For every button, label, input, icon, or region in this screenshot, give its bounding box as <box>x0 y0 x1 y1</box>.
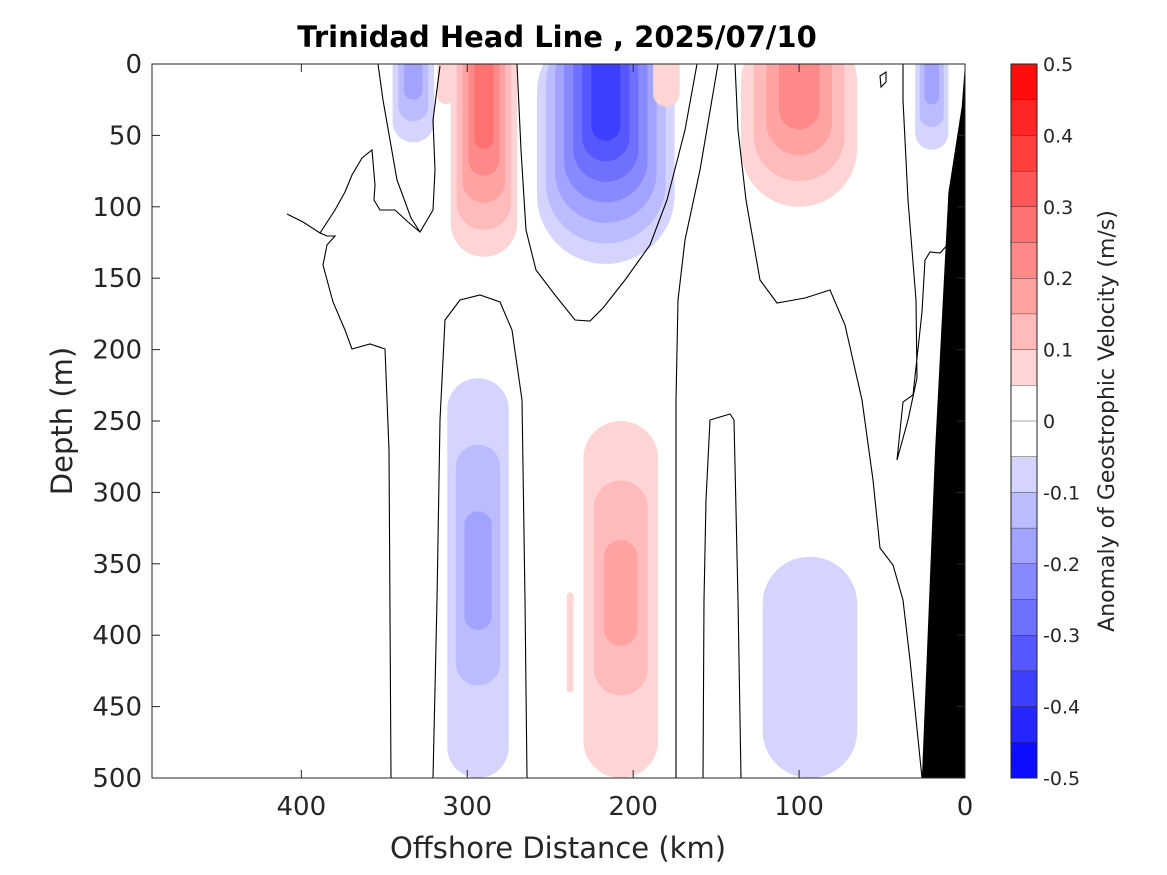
positive-velocity-band <box>566 592 574 693</box>
negative-velocity-band <box>464 511 492 630</box>
colorbar-cell <box>1010 206 1038 244</box>
colorbar-cell <box>1010 385 1038 422</box>
x-tick-label: 400 <box>277 792 327 822</box>
colorbar-cell <box>1010 99 1038 136</box>
velocity-fills <box>392 64 949 778</box>
colorbar-cell <box>1010 492 1038 529</box>
colorbar-cells <box>1010 63 1038 779</box>
colorbar-cell <box>1010 599 1038 636</box>
colorbar-tick-label: 0.2 <box>1043 268 1073 290</box>
zero-contour <box>879 70 887 89</box>
positive-velocity-band <box>437 64 454 104</box>
colorbar-cell <box>1010 63 1038 101</box>
y-axis-label: Depth (m) <box>45 347 79 495</box>
zero-contour <box>432 294 528 778</box>
colorbar-cell <box>1010 349 1038 386</box>
x-axis: 400 300 200 100 0 <box>277 64 974 822</box>
colorbar-tick-label: -0.2 <box>1043 554 1080 576</box>
y-tick-label: 150 <box>92 264 142 294</box>
y-tick-label: 50 <box>109 121 142 151</box>
y-tick-label: 200 <box>92 336 142 366</box>
colorbar-cell <box>1010 242 1038 279</box>
colorbar-cell <box>1010 527 1038 565</box>
zero-contour <box>516 64 698 322</box>
colorbar-tick-label: 0 <box>1043 411 1055 433</box>
zero-contour <box>734 64 923 778</box>
x-tick-label: 100 <box>774 792 824 822</box>
x-tick-label: 300 <box>442 792 492 822</box>
colorbar-cell <box>1010 563 1038 600</box>
colorbar-cell <box>1010 135 1038 172</box>
colorbar-cell <box>1010 706 1038 743</box>
colorbar-tick-label: 0.3 <box>1043 197 1073 219</box>
x-tick-label: 0 <box>957 792 974 822</box>
colorbar-tick-label: -0.5 <box>1043 768 1080 790</box>
zero-contour <box>286 65 441 234</box>
colorbar-label: Anomaly of Geostrophic Velocity (m/s) <box>1095 210 1120 632</box>
colorbar-tick-label: 0.5 <box>1043 54 1073 76</box>
positive-velocity-band <box>474 64 494 149</box>
x-tick-label: 200 <box>608 792 658 822</box>
colorbar-tick-label: -0.4 <box>1043 697 1080 719</box>
y-axis: 0 50 100 150 200 250 300 350 400 450 500 <box>92 50 965 794</box>
colorbar-cell <box>1010 278 1038 315</box>
negative-velocity-band <box>591 64 621 141</box>
colorbar-tick-label: 0.1 <box>1043 340 1073 362</box>
colorbar-tick-label: -0.1 <box>1043 482 1080 504</box>
colorbar: 0.5 0.4 0.3 0.2 0.1 0 -0.1 -0.2 -0.3 -0.4 -0.5 <box>1010 54 1080 790</box>
colorbar-cell <box>1010 313 1038 351</box>
y-tick-label: 100 <box>92 193 142 223</box>
y-tick-label: 500 <box>92 764 142 794</box>
zero-contour <box>319 232 392 778</box>
y-tick-label: 450 <box>92 693 142 723</box>
colorbar-cell <box>1010 456 1038 493</box>
zero-contour <box>377 64 421 233</box>
positive-velocity-band <box>778 64 820 130</box>
colorbar-ticks: 0.5 0.4 0.3 0.2 0.1 0 -0.1 -0.2 -0.3 -0.4 -0.5 <box>1043 54 1080 790</box>
zero-contour <box>702 413 742 778</box>
plot-area <box>151 63 966 779</box>
colorbar-frame <box>1010 63 1038 779</box>
zero-contour <box>896 64 953 461</box>
colorbar-tick-label: -0.3 <box>1043 625 1080 647</box>
y-tick-label: 400 <box>92 621 142 651</box>
chart-title: Trinidad Head Line , 2025/07/10 <box>297 20 817 54</box>
zero-contours <box>286 64 953 778</box>
x-axis-label: Offshore Distance (km) <box>390 831 726 865</box>
positive-velocity-band <box>653 64 680 107</box>
colorbar-cell <box>1010 635 1038 672</box>
colorbar-cell <box>1010 170 1038 208</box>
seafloor-bathymetry <box>921 64 965 778</box>
colorbar-tick-label: 0.4 <box>1043 125 1073 147</box>
y-tick-label: 300 <box>92 478 142 508</box>
y-tick-label: 350 <box>92 550 142 580</box>
negative-velocity-band <box>924 64 940 105</box>
y-tick-label: 250 <box>92 407 142 437</box>
negative-velocity-band <box>404 64 423 100</box>
negative-velocity-band <box>762 556 858 778</box>
positive-velocity-band <box>604 540 638 646</box>
colorbar-cell <box>1010 670 1038 708</box>
zero-contour <box>675 64 719 778</box>
colorbar-cell <box>1010 420 1038 458</box>
y-tick-label: 0 <box>125 50 142 80</box>
colorbar-cell <box>1010 742 1038 779</box>
